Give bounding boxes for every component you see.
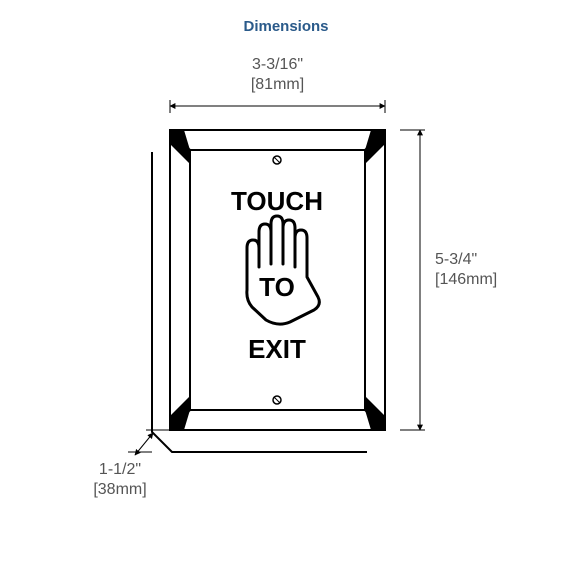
dim-height-label: 5-3/4" [146mm] xyxy=(435,250,535,290)
diagram-canvas: Dimensions 3-3/16" [81mm] 5-3/4" [146mm]… xyxy=(0,0,572,572)
dim-depth-metric: [38mm] xyxy=(93,481,146,498)
front-plate: TOUCH TO EXIT xyxy=(170,130,385,430)
dim-width-label: 3-3/16" [81mm] xyxy=(170,55,385,95)
dim-height-metric: [146mm] xyxy=(435,271,497,288)
dim-depth-label: 1-1/2" [38mm] xyxy=(70,460,170,500)
dim-width-metric: [81mm] xyxy=(251,76,304,93)
screw-top xyxy=(273,156,281,164)
page-title: Dimensions xyxy=(0,18,572,35)
dim-height-line xyxy=(400,130,425,430)
face-text-line3: EXIT xyxy=(248,334,306,364)
face-text-line2: TO xyxy=(259,272,295,302)
face-text-line1: TOUCH xyxy=(231,186,323,216)
screw-bottom xyxy=(273,396,281,404)
dim-depth-imperial: 1-1/2" xyxy=(99,461,141,478)
dim-width-line xyxy=(170,100,385,113)
dim-width-imperial: 3-3/16" xyxy=(252,56,303,73)
indicator-dot xyxy=(376,135,381,140)
dim-height-imperial: 5-3/4" xyxy=(435,251,477,268)
